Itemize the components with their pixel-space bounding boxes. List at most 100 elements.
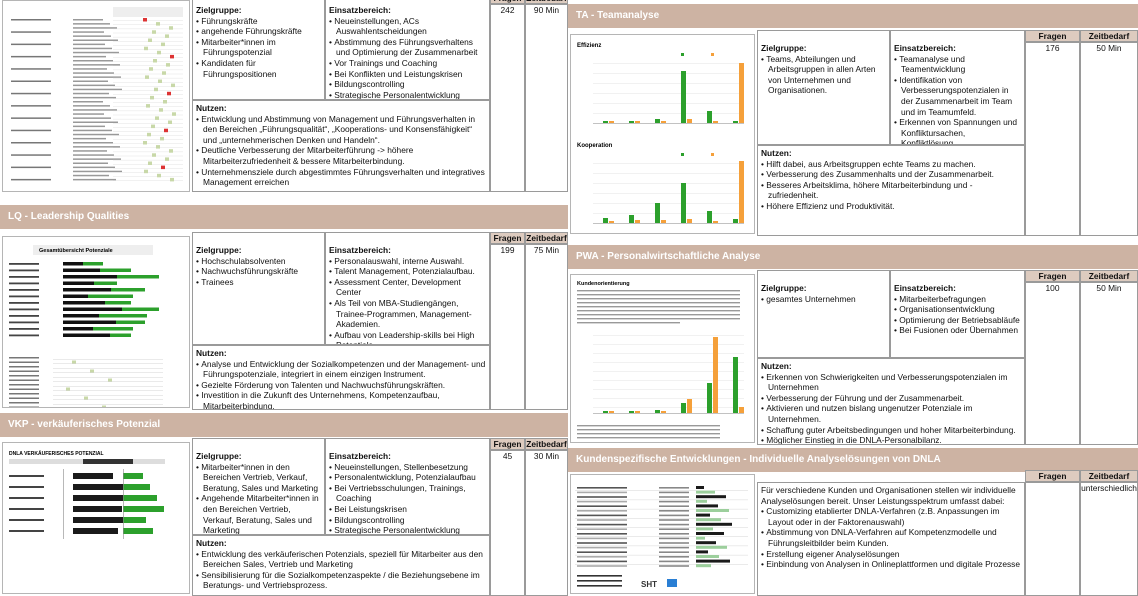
deco <box>577 519 627 521</box>
label: Einsatzbereich: <box>894 283 956 293</box>
deco <box>146 104 150 108</box>
deco <box>655 119 660 123</box>
deco <box>696 522 732 526</box>
deco <box>711 153 714 156</box>
deco <box>11 105 51 107</box>
col-header: Zeitbedarf <box>525 438 568 450</box>
deco <box>696 495 726 499</box>
deco <box>9 361 39 363</box>
deco <box>73 117 111 119</box>
deco <box>159 108 163 112</box>
intro: Für verschiedene Kunden und Organisation… <box>761 485 1016 506</box>
deco <box>696 545 727 549</box>
thumbnail-image: SHT <box>575 486 748 589</box>
deco <box>629 411 634 413</box>
deco <box>593 123 744 124</box>
deco <box>655 203 660 223</box>
deco <box>123 473 143 479</box>
deco <box>635 220 640 223</box>
thumb-title: SHT <box>641 580 657 589</box>
deco <box>33 245 153 255</box>
label: Zielgruppe: <box>196 451 242 461</box>
deco <box>113 7 183 17</box>
deco <box>577 546 627 549</box>
deco <box>63 469 64 539</box>
deco <box>577 491 627 494</box>
col-cell <box>1025 282 1080 445</box>
deco <box>157 173 161 178</box>
list-item: Assessment Center, Development Center <box>329 277 486 298</box>
deco <box>577 298 740 300</box>
deco <box>73 150 107 152</box>
deco <box>73 101 103 103</box>
deco <box>577 575 622 577</box>
deco <box>577 433 720 435</box>
list-item: Abstimmung des Führungsverhaltens und Op… <box>329 37 486 58</box>
deco <box>696 490 715 494</box>
einsatz-cell: Einsatzbereich:Teamanalyse und Teamentwi… <box>890 30 1025 145</box>
deco <box>73 31 104 33</box>
list-item: Analyse und Entwicklung der Sozialkompet… <box>196 359 486 380</box>
deco <box>9 370 39 372</box>
deco <box>161 165 165 170</box>
list-item: Kandidaten für Führungspositionen <box>196 58 321 79</box>
deco <box>9 497 44 499</box>
col-cell <box>1080 42 1138 236</box>
deco <box>165 157 169 161</box>
deco <box>145 75 149 79</box>
deco <box>696 518 721 522</box>
deco <box>84 396 88 400</box>
fragen-value: 176 <box>1045 43 1060 53</box>
deco <box>169 26 173 30</box>
deco <box>73 133 119 136</box>
deco <box>659 546 689 549</box>
deco <box>63 268 100 272</box>
col-cell <box>1080 282 1138 445</box>
deco <box>73 19 103 21</box>
deco <box>696 504 718 508</box>
deco <box>148 38 152 42</box>
deco <box>659 551 689 553</box>
deco <box>659 528 689 530</box>
list-item: Besseres Arbeitsklima, höhere Mitarbeite… <box>761 180 1021 201</box>
deco <box>9 308 39 311</box>
label: Zielgruppe: <box>761 43 807 53</box>
deco <box>11 154 51 156</box>
list-item: Neueinstellungen, Stellenbesetzung <box>329 462 486 473</box>
deco <box>655 410 660 413</box>
list-item: Aufbau von Leadership-skills bei High Po… <box>329 330 486 344</box>
deco <box>577 556 627 558</box>
deco <box>609 411 614 413</box>
nutzen-cell: Nutzen:Hilft dabei, aus Arbeitsgruppen e… <box>757 145 1025 236</box>
deco <box>63 275 117 279</box>
deco <box>63 333 110 337</box>
zielgruppe-cell: Zielgruppe:gesamtes Unternehmen <box>757 270 890 358</box>
list-item: Organisationsentwicklung <box>894 304 1021 315</box>
thumbnail: Gesamtübersicht Potenziale <box>2 236 190 408</box>
list-item: Mitarbeiter*innen in den Bereichen Vertr… <box>196 462 321 494</box>
thumbnail: Kundenorientierung <box>570 274 755 443</box>
deco <box>9 519 44 521</box>
list-item: Personalauswahl, interne Auswahl. <box>329 256 486 267</box>
deco <box>707 211 712 223</box>
deco <box>577 487 627 489</box>
deco <box>73 105 110 107</box>
deco <box>577 514 627 517</box>
deco <box>577 425 720 427</box>
thumb-title: Kundenorientierung <box>577 281 630 287</box>
deco <box>73 113 104 115</box>
deco <box>72 360 76 364</box>
deco <box>73 158 121 160</box>
deco <box>11 92 51 95</box>
deco <box>73 47 112 50</box>
deco <box>73 495 139 501</box>
col-cell <box>525 4 568 192</box>
deco <box>577 322 680 324</box>
col-header: Fragen <box>490 232 525 244</box>
deco <box>667 579 677 587</box>
zielgruppe-cell: Zielgruppe:Teams, Abteilungen und Arbeit… <box>757 30 890 145</box>
deco <box>629 215 634 223</box>
fragen-value: 199 <box>500 245 515 255</box>
list-item: Schaffung guter Arbeitsbedingungen und h… <box>761 425 1021 436</box>
